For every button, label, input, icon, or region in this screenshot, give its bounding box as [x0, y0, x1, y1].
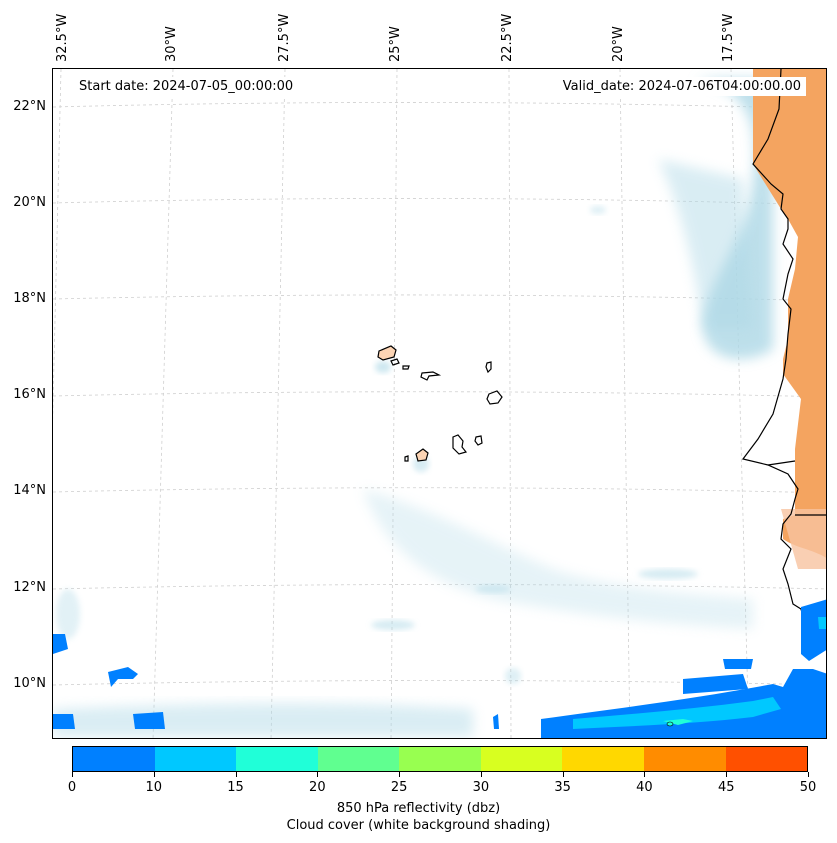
island-sao-vicente [390, 358, 400, 366]
colorbar-tick-mark [72, 772, 73, 777]
lon-label-22-5w: 22.5°W [500, 13, 515, 62]
colorbar-tick-label: 20 [309, 780, 326, 795]
colorbar-tick-label: 35 [554, 780, 571, 795]
island-sao-nicolau [420, 371, 442, 381]
colorbar-segment [154, 747, 237, 771]
lon-label-25w: 25°W [388, 26, 403, 62]
land-mass [753, 69, 826, 569]
colorbar-tick-mark [644, 772, 646, 777]
colorbar-sublabel: Cloud cover (white background shading) [286, 818, 551, 833]
colorbar-tick-mark [480, 772, 482, 777]
lon-label-27-5w: 27.5°W [277, 13, 292, 62]
colorbar-segment [399, 747, 481, 771]
lon-label-32-5w: 32.5°W [55, 13, 70, 62]
lat-label-20n: 20°N [13, 195, 46, 210]
colorbar-tick-label: 50 [799, 780, 817, 795]
colorbar-tick-mark [562, 772, 564, 777]
reflectivity-field [53, 599, 826, 738]
colorbar-tick-label: 10 [145, 780, 163, 795]
colorbar-label: 850 hPa reflectivity (dbz) [336, 801, 501, 816]
coastline [741, 69, 826, 625]
colorbar-tick-mark [235, 772, 237, 777]
colorbar-segment [562, 747, 644, 771]
start-date-label: Start date: 2024-07-05_00:00:00 [74, 77, 299, 96]
island-santiago [452, 434, 468, 455]
lat-label-14n: 14°N [13, 483, 46, 498]
colorbar-tick-label: 25 [390, 780, 408, 795]
colorbar-tick-mark [153, 772, 155, 777]
colorbar-segment [317, 747, 400, 771]
colorbar [72, 746, 808, 772]
colorbar-tick-label: 45 [717, 780, 735, 795]
colorbar-tick-label: 30 [472, 780, 490, 795]
colorbar-segment [480, 747, 563, 771]
lat-label-18n: 18°N [13, 291, 46, 306]
colorbar-tick-mark [317, 772, 319, 777]
island-boa-vista [486, 390, 503, 405]
valid-date-label: Valid_date: 2024-07-06T04:00:00.00 [557, 77, 806, 96]
lon-label-17-5w: 17.5°W [721, 13, 736, 62]
colorbar-segment [643, 747, 726, 771]
island-brava [404, 455, 409, 462]
colorbar-tick-mark [399, 772, 401, 777]
map-canvas [53, 69, 826, 738]
colorbar-tick-label: 15 [227, 780, 244, 795]
lat-label-12n: 12°N [13, 580, 46, 595]
colorbar-segment [73, 747, 155, 771]
map-panel: Start date: 2024-07-05_00:00:00 Valid_da… [52, 68, 827, 739]
colorbar-tick-mark [808, 772, 809, 777]
lon-label-20w: 20°W [611, 26, 626, 62]
colorbar-segment [725, 747, 808, 771]
island-santo-antao [377, 345, 397, 361]
lat-label-16n: 16°N [13, 387, 46, 402]
colorbar-tick-label: 0 [67, 780, 77, 795]
lon-label-30w: 30°W [164, 26, 179, 62]
colorbar-segment [236, 747, 318, 771]
graticule [53, 69, 826, 738]
island-santa-luzia [402, 365, 410, 370]
lat-label-22n: 22°N [13, 99, 46, 114]
lat-label-10n: 10°N [13, 676, 46, 691]
island-sal [485, 361, 492, 374]
cloud-cover [53, 79, 773, 737]
colorbar-tick-label: 40 [636, 780, 653, 795]
colorbar-tick-mark [726, 772, 728, 777]
island-fogo [415, 448, 429, 462]
islands [377, 345, 503, 462]
island-maio [474, 435, 483, 446]
